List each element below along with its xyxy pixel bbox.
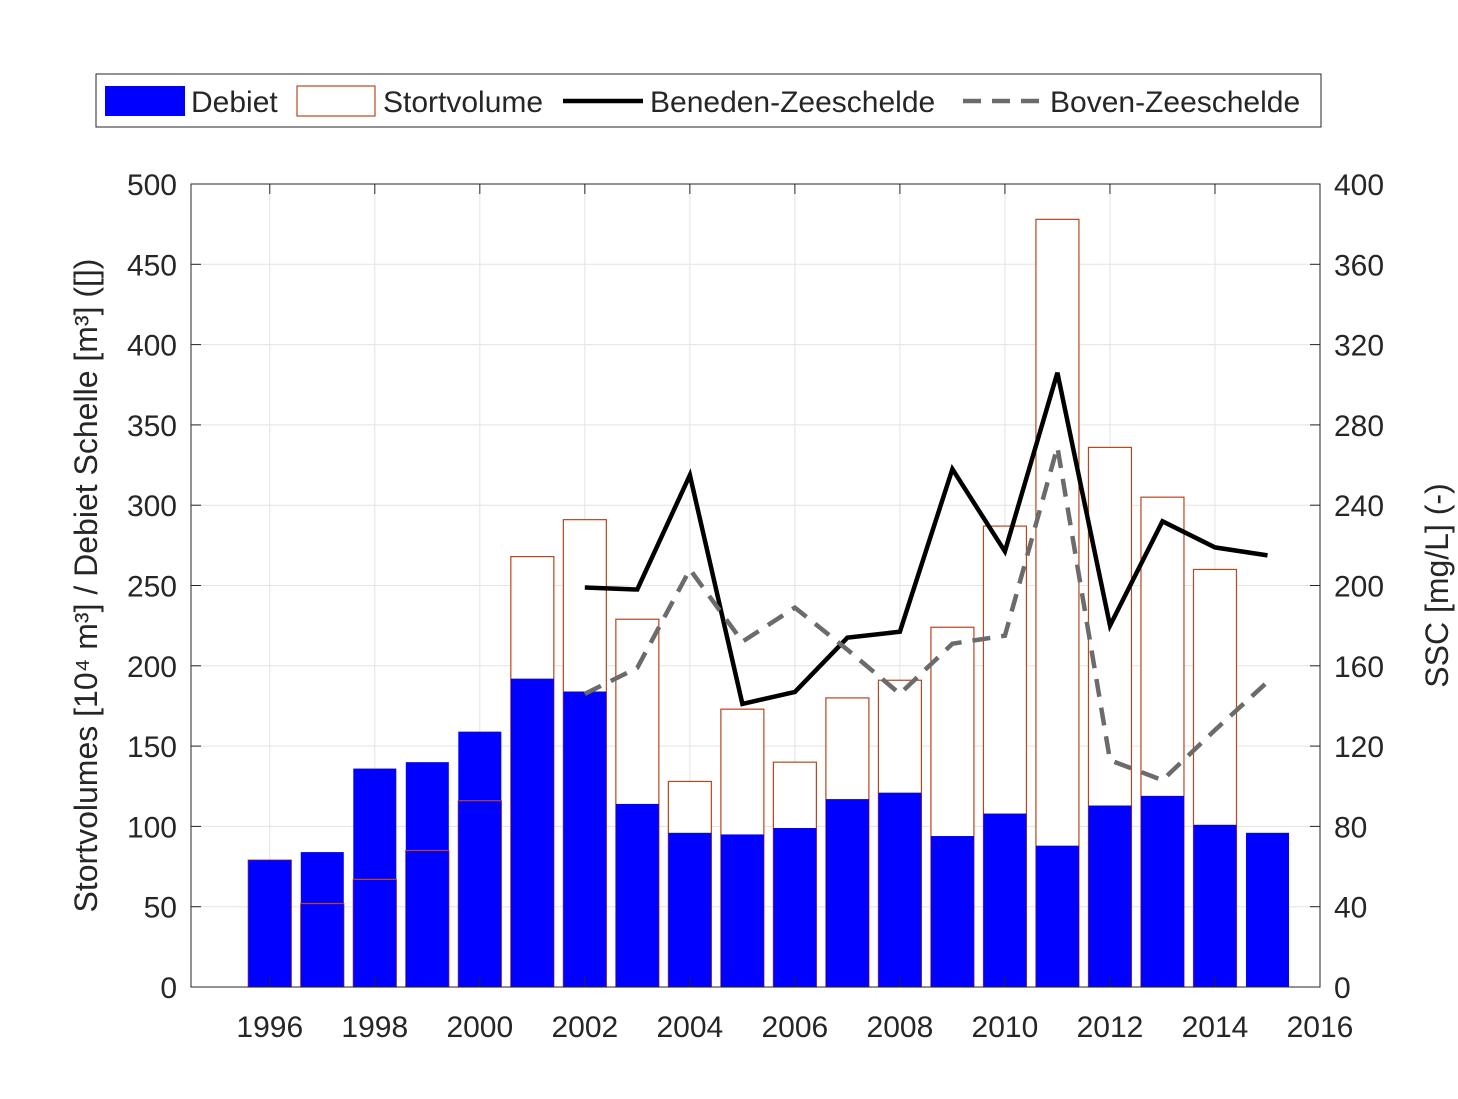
debiet-bar [510,678,554,987]
x-tick-label: 2002 [551,1011,618,1044]
y-right-tick-label: 400 [1334,169,1384,202]
y-left-tick-label: 0 [160,972,177,1005]
x-tick-label: 2004 [656,1011,723,1044]
y-right-tick-label: 280 [1334,410,1384,443]
x-tick-label: 2016 [1287,1011,1354,1044]
y-left-tick-label: 500 [127,169,177,202]
legend-swatch-debiet [105,86,185,116]
y-left-axis-label: Stortvolumes [10⁴ m³] / Debiet Schelle [… [68,259,104,913]
debiet-bar [930,836,974,987]
y-left-tick-label: 250 [127,571,177,604]
debiet-bar [1245,832,1289,987]
x-tick-label: 2006 [762,1011,829,1044]
debiet-bar [1035,845,1079,987]
y-left-tick-label: 450 [127,249,177,282]
y-right-tick-label: 320 [1334,330,1384,363]
debiet-bar [720,834,764,987]
debiet-bar [563,691,607,987]
debiet-bar [353,768,397,987]
y-left-tick-label: 300 [127,490,177,523]
boven-zeeschelde-line [583,446,1270,783]
y-left-tick-label: 350 [127,410,177,443]
y-right-tick-label: 200 [1334,571,1384,604]
x-tick-label: 2010 [972,1011,1039,1044]
debiet-bar [668,832,712,987]
debiet-bar [983,813,1027,987]
debiet-bar [615,803,659,987]
y-right-tick-label: 0 [1334,972,1351,1005]
legend-swatch-stortvolume [296,85,376,117]
debiet-bar [300,852,344,987]
debiet-bar [878,792,922,987]
y-left-tick-label: 50 [144,892,177,925]
debiet-bar [825,799,869,987]
legend: Debiet Stortvolume Beneden-Zeeschelde Boven… [95,73,1322,128]
legend-label-stortvolume: Stortvolume [383,86,543,119]
x-tick-label: 1996 [236,1011,303,1044]
debiet-bar [248,860,292,987]
debiet-bar [1140,795,1184,987]
y-left-tick-label: 400 [127,330,177,363]
bars-layer [247,218,1289,988]
y-right-axis-label: SSC [mg/L] (-) [1419,483,1455,687]
debiet-bar [773,828,817,987]
y-right-tick-label: 120 [1334,731,1384,764]
legend-label-beneden: Beneden-Zeeschelde [650,86,935,119]
beneden-zeeschelde-line [584,372,1268,707]
x-tick-label: 1998 [341,1011,408,1044]
x-tick-label: 2014 [1182,1011,1249,1044]
y-right-tick-label: 160 [1334,651,1384,684]
debiet-bar [1088,805,1132,987]
legend-label-debiet: Debiet [191,86,278,119]
y-left-tick-label: 100 [127,811,177,844]
y-right-tick-label: 240 [1334,490,1384,523]
y-left-tick-label: 200 [127,651,177,684]
x-tick-label: 2008 [867,1011,934,1044]
axes-layer: 1996 1998 2000 2002 2004 2006 2008 2010 2012 2014… [68,169,1455,1044]
y-right-tick-label: 80 [1334,811,1367,844]
x-tick-label: 2012 [1077,1011,1144,1044]
debiet-bar [405,762,449,987]
legend-label-boven: Boven-Zeeschelde [1050,86,1300,119]
y-right-tick-label: 360 [1334,249,1384,282]
debiet-bar [1193,824,1237,987]
lines-layer [583,372,1270,783]
y-right-tick-label: 40 [1334,892,1367,925]
debiet-bar [458,731,502,987]
x-tick-label: 2000 [446,1011,513,1044]
y-left-tick-label: 150 [127,731,177,764]
